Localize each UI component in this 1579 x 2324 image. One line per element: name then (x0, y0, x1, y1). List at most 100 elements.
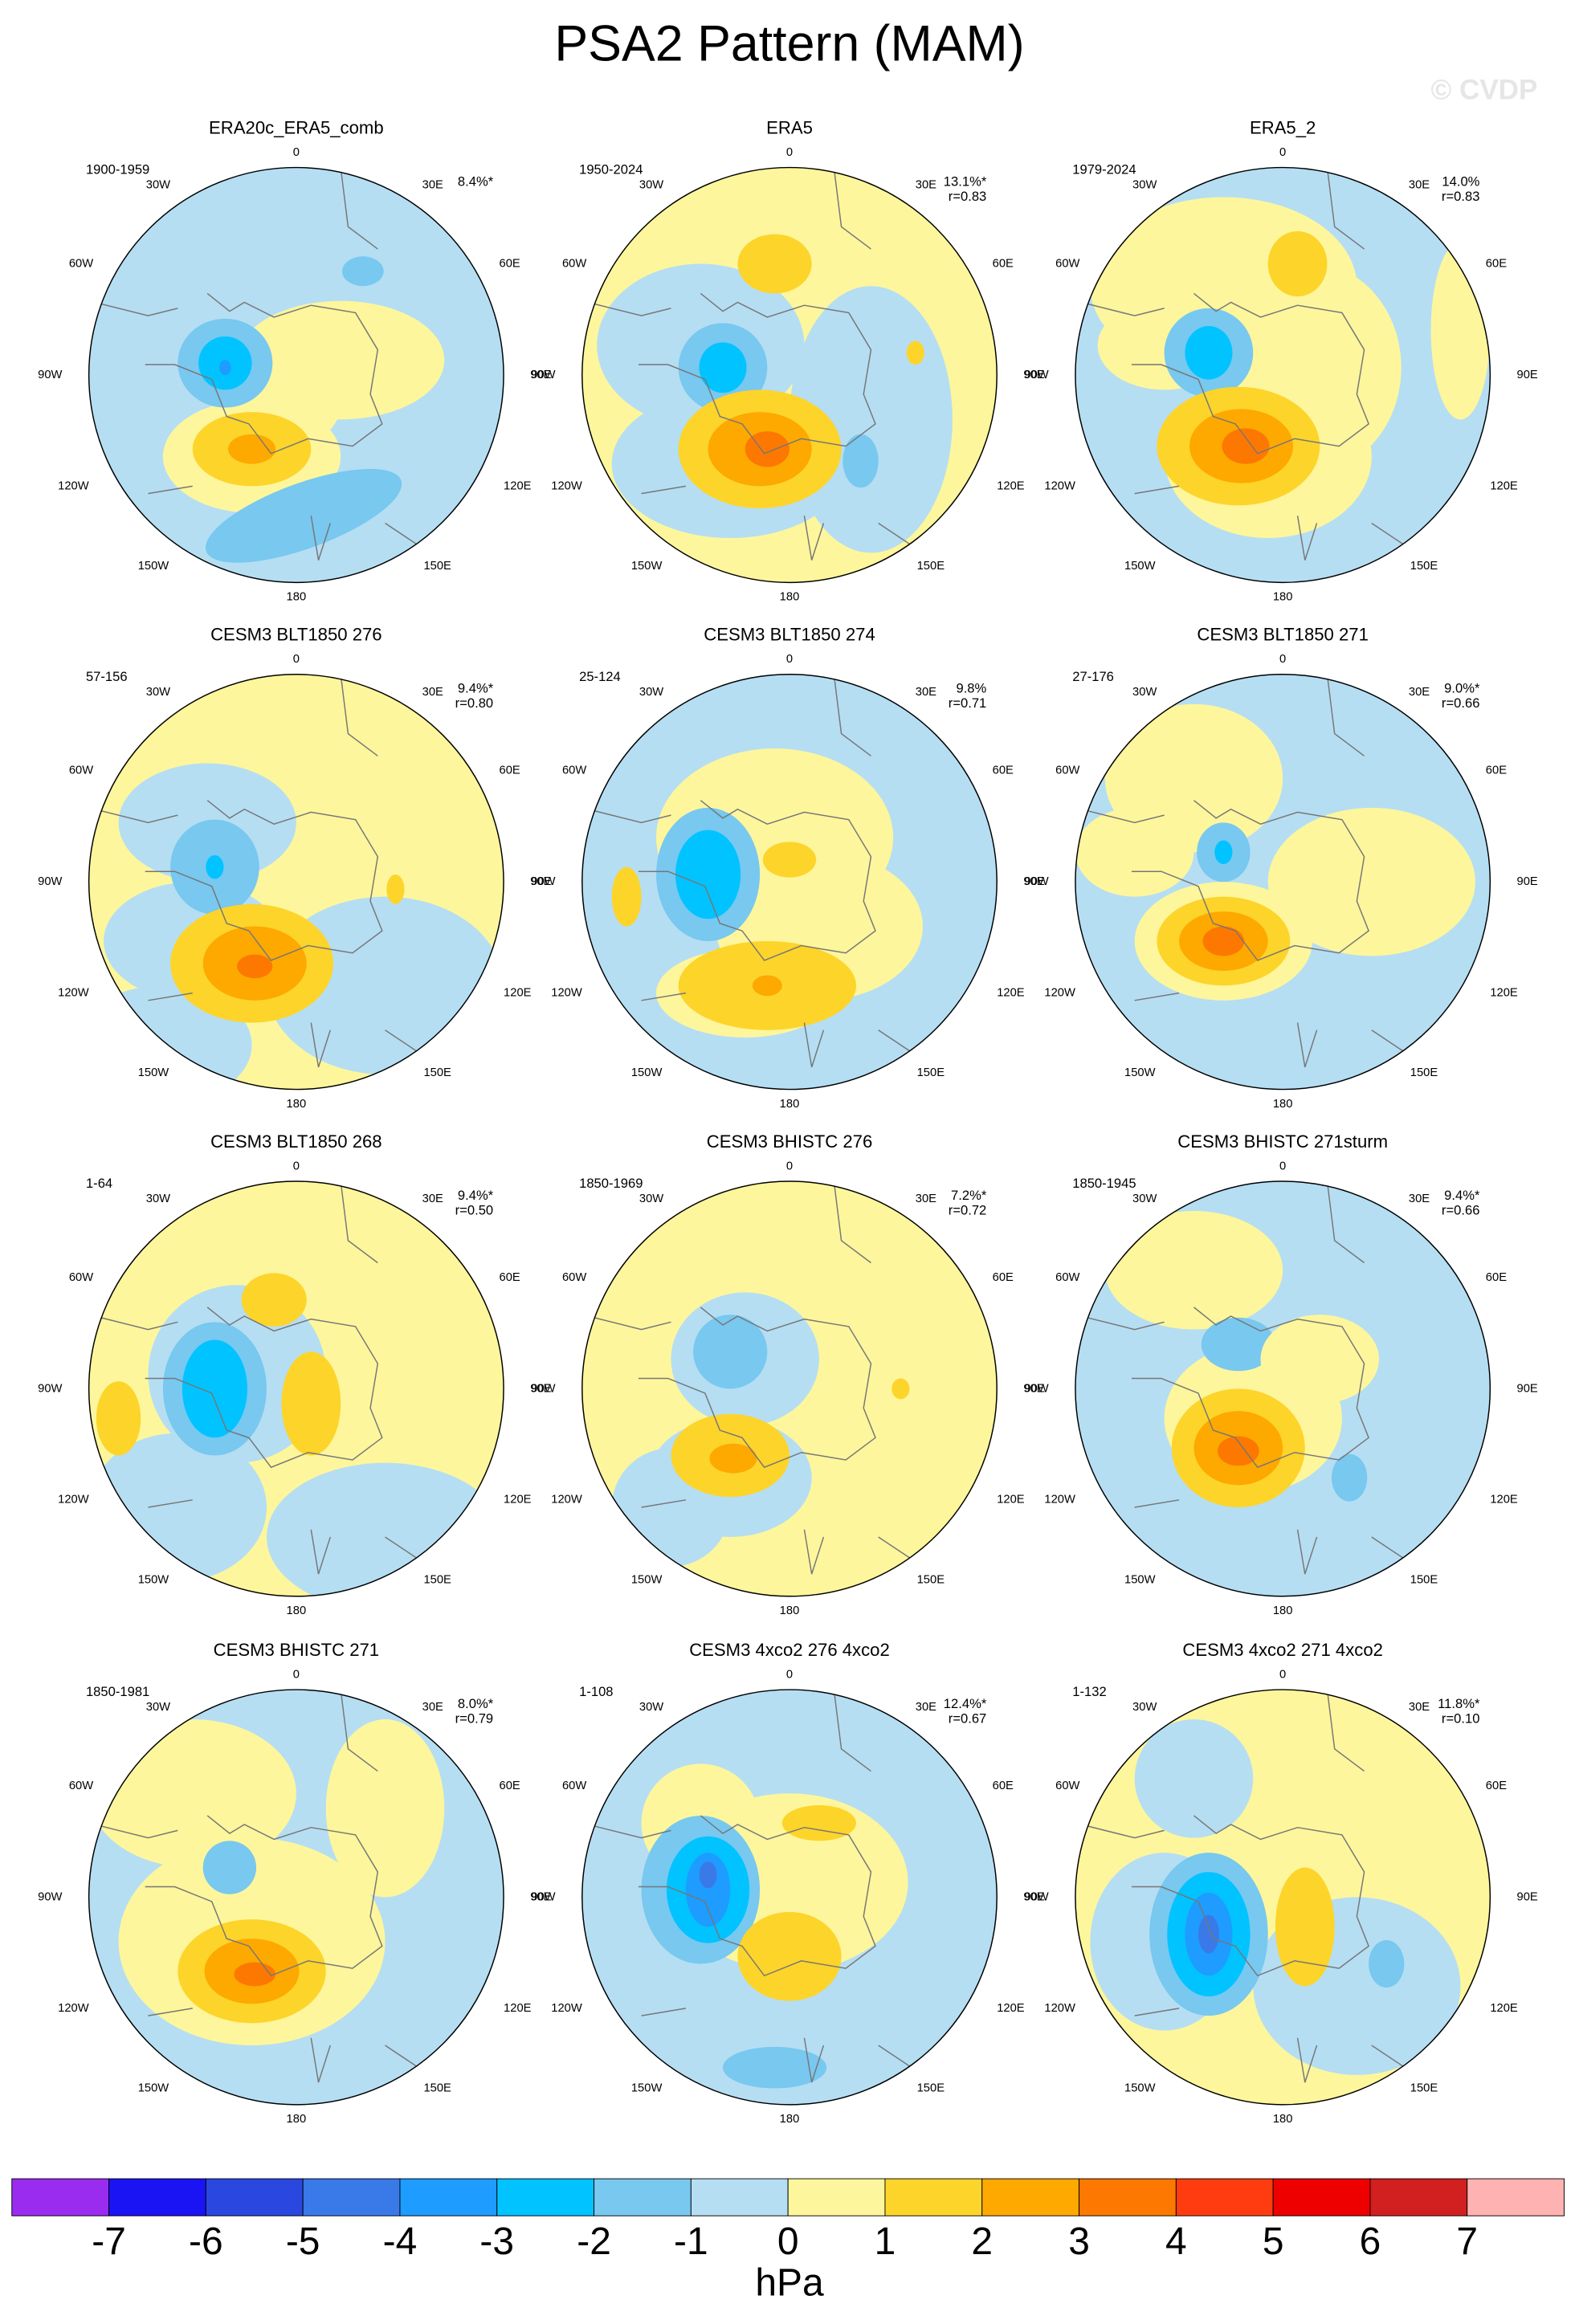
longitude-label: 120E (1490, 986, 1518, 999)
period-label: 1850-1945 (1072, 1176, 1136, 1191)
map-border (1075, 674, 1491, 1091)
variance-label: 7.2%* (951, 1188, 987, 1203)
longitude-label: 90E (1023, 369, 1044, 381)
contour-region (693, 1315, 768, 1389)
longitude-label: 150E (423, 2081, 451, 2094)
map-border (581, 1689, 998, 2106)
longitude-label: 60W (1055, 1780, 1079, 1792)
longitude-label: 150E (1410, 2081, 1438, 2094)
longitude-label: 90E (1023, 1382, 1044, 1395)
longitude-label: 90W (531, 875, 555, 888)
longitude-label: 30E (916, 179, 936, 192)
contour-region (843, 434, 879, 488)
colorbar-tick-label: 5 (1263, 2220, 1284, 2263)
correlation-label: r=0.72 (949, 1202, 986, 1217)
variance-label: 9.8% (956, 681, 986, 696)
longitude-label: 150E (1410, 1066, 1438, 1079)
map-panel (581, 674, 998, 1090)
map-panel (1075, 674, 1491, 1090)
longitude-label: 120E (997, 479, 1025, 492)
longitude-label: 30E (1409, 179, 1430, 192)
coastline (581, 1180, 924, 1575)
longitude-label: 120E (997, 2002, 1025, 2015)
longitude-label: 120W (551, 479, 582, 492)
longitude-label: 150W (138, 1573, 169, 1586)
map-border (1075, 1180, 1491, 1597)
longitude-label: 60E (993, 257, 1014, 270)
period-label: 1850-1969 (579, 1176, 643, 1191)
coastline (88, 1690, 430, 2083)
longitude-label: 120E (504, 1494, 532, 1507)
contour-region (892, 1378, 910, 1400)
longitude-label: 0 (293, 1160, 300, 1172)
longitude-label: 30W (1132, 686, 1157, 699)
longitude-label: 120E (1490, 1494, 1518, 1507)
correlation-label: r=0.79 (455, 1710, 493, 1726)
longitude-label: 60W (1055, 764, 1079, 777)
longitude-label: 150W (631, 560, 663, 573)
longitude-label: 90W (531, 1382, 555, 1395)
longitude-label: 180 (780, 591, 800, 604)
correlation-label: r=0.66 (1442, 695, 1479, 711)
correlation-label: r=0.80 (455, 695, 493, 711)
variance-label: 9.4%* (458, 681, 494, 696)
coastline (581, 1690, 924, 2083)
longitude-label: 90E (530, 369, 551, 381)
longitude-label: 180 (780, 1604, 800, 1617)
variance-label: 13.1%* (944, 173, 987, 189)
map-border (581, 674, 998, 1091)
longitude-label: 0 (293, 653, 300, 666)
map-panel (581, 1690, 998, 2105)
longitude-label: 150E (917, 2081, 945, 2094)
map-border (88, 1180, 504, 1597)
colorbar-box (594, 2178, 692, 2216)
longitude-label: 120W (551, 2002, 582, 2015)
longitude-label: 30W (146, 179, 170, 192)
longitude-label: 120W (58, 986, 89, 999)
longitude-label: 30W (639, 686, 663, 699)
colorbar-box (787, 2178, 886, 2216)
correlation-label: r=0.10 (1442, 1710, 1479, 1726)
contour-region (1075, 807, 1194, 897)
period-label: 57-156 (86, 669, 128, 684)
colorbar-box (981, 2178, 1080, 2216)
colorbar-tick-label: 7 (1456, 2220, 1478, 2263)
correlation-label: r=0.83 (1442, 189, 1479, 204)
contour-region (1267, 230, 1328, 297)
contour-region (218, 360, 231, 375)
period-label: 1900-1959 (86, 162, 149, 177)
longitude-label: 60W (562, 1271, 586, 1284)
contour-region (206, 854, 224, 879)
contour-region (1369, 1939, 1405, 1988)
watermark: © CVDP (1430, 75, 1537, 106)
longitude-label: 150W (631, 2081, 663, 2094)
contour-region (342, 256, 384, 287)
map-panel (1075, 167, 1491, 583)
contour-region (1185, 326, 1233, 380)
panel-title: ERA5_2 (1250, 117, 1316, 137)
longitude-label: 120W (58, 479, 89, 492)
map-panel (88, 674, 504, 1090)
panel-title: CESM3 BLT1850 268 (210, 1131, 382, 1152)
contour-region (237, 954, 273, 979)
longitude-label: 30E (422, 686, 443, 699)
longitude-label: 180 (1273, 591, 1293, 604)
colorbar-box (690, 2178, 789, 2216)
longitude-label: 150W (631, 1573, 663, 1586)
longitude-label: 60E (993, 1271, 1014, 1284)
colorbar-box (205, 2178, 304, 2216)
contour-region (1202, 926, 1245, 956)
longitude-label: 30E (422, 179, 443, 192)
longitude-label: 60W (1055, 257, 1079, 270)
colorbar-tick-label: -7 (92, 2220, 126, 2263)
longitude-label: 30W (146, 686, 170, 699)
panel-title: CESM3 4xco2 276 4xco2 (689, 1640, 890, 1660)
longitude-label: 150W (631, 1066, 663, 1079)
longitude-label: 0 (786, 1668, 793, 1681)
coastline (581, 167, 924, 561)
longitude-label: 120W (58, 1494, 89, 1507)
contour-region (752, 975, 782, 997)
longitude-label: 150E (423, 560, 451, 573)
longitude-label: 90E (530, 1382, 551, 1395)
longitude-label: 60W (69, 764, 93, 777)
